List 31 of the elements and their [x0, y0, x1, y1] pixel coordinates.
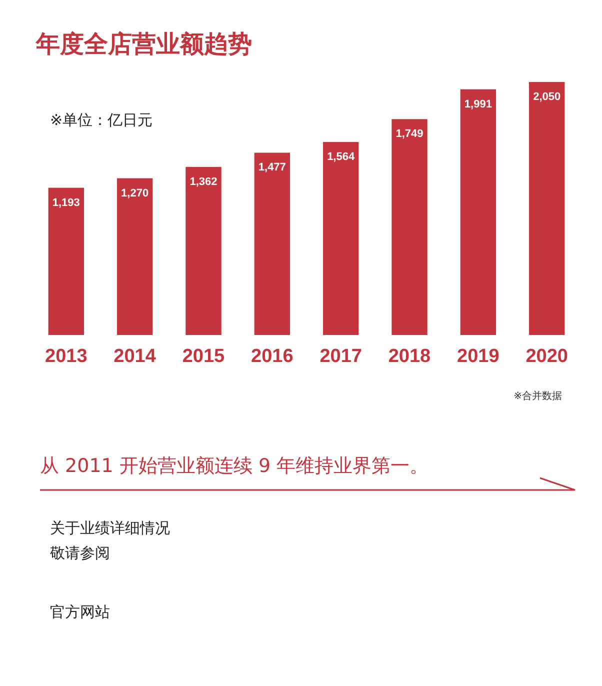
- bar: [116, 178, 153, 335]
- bar: [322, 142, 359, 335]
- data-label: 1,749: [396, 128, 424, 140]
- data-label: 1,270: [121, 187, 149, 200]
- data-label: 1,193: [52, 196, 80, 209]
- bar: [460, 89, 496, 335]
- x-tick-label: 2016: [251, 346, 294, 367]
- x-tick-label: 2019: [457, 346, 500, 367]
- text: 关于业绩详细情况: [50, 519, 170, 537]
- x-tick-label: 2013: [45, 346, 88, 367]
- text: ※合并数据: [514, 390, 562, 402]
- x-tick-label: 2014: [114, 346, 156, 367]
- data-label: 1,991: [464, 98, 492, 110]
- bar: [392, 119, 428, 335]
- bar: [528, 82, 565, 335]
- data-label: 1,362: [190, 176, 218, 188]
- bar: [186, 166, 222, 335]
- data-label: 2,050: [533, 91, 561, 103]
- x-tick-label: 2020: [526, 346, 568, 367]
- chart-title: 年度全店营业额趋势: [35, 30, 252, 58]
- x-tick-label: 2017: [320, 346, 362, 367]
- text: ※单位：亿日元: [50, 111, 153, 129]
- data-label: 1,477: [258, 162, 286, 174]
- bar: [48, 188, 84, 335]
- text: 官方网站: [50, 603, 110, 621]
- x-tick-label: 2015: [182, 346, 226, 367]
- text: 从 2011 开始营业额连续 9 年维持业界第一。: [40, 455, 429, 477]
- text: 敬请参阅: [50, 544, 110, 562]
- data-label: 1,564: [327, 150, 356, 163]
- bar: [254, 152, 290, 335]
- x-tick-label: 2018: [388, 346, 431, 367]
